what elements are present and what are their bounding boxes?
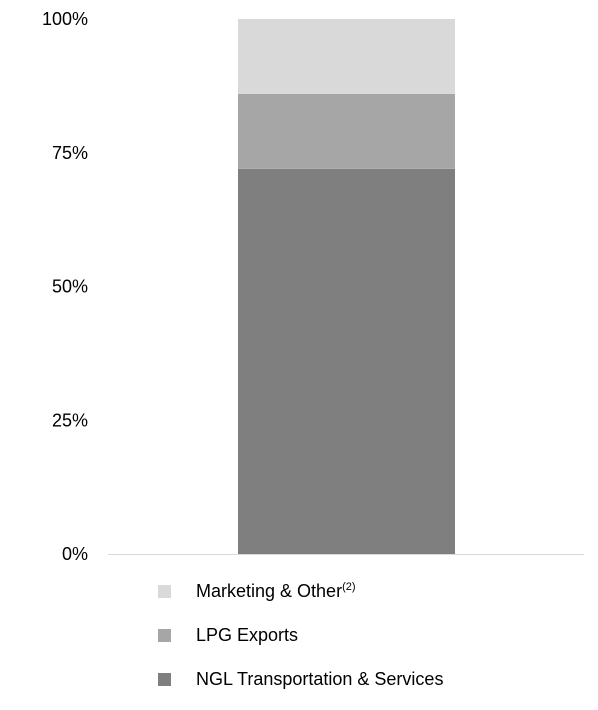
y-tick-label: 100%	[42, 9, 88, 29]
bar-segment-marketing-other	[238, 19, 455, 94]
legend-swatch	[158, 628, 171, 642]
legend-label-text: NGL Transportation & Services	[196, 668, 444, 689]
legend-label-text: LPG Exports	[196, 624, 299, 645]
y-axis-tick-labels: 0% 25% 50% 75% 100%	[42, 9, 88, 564]
y-tick-label: 50%	[52, 277, 88, 297]
legend-label: LPG Exports	[196, 625, 298, 646]
legend-swatch	[158, 672, 171, 686]
legend-label: NGL Transportation & Services	[196, 669, 443, 690]
legend-item: LPG Exports	[158, 622, 443, 648]
legend: Marketing & Other(2) LPG Exports NGL Trans…	[158, 578, 443, 710]
legend-swatch	[158, 584, 171, 598]
legend-item: Marketing & Other(2)	[158, 578, 443, 604]
legend-item: NGL Transportation & Services	[158, 666, 443, 692]
legend-label: Marketing & Other(2)	[196, 581, 356, 602]
y-tick-label: 75%	[52, 143, 88, 163]
legend-footnote-marker: (2)	[342, 580, 356, 593]
y-tick-label: 0%	[62, 544, 88, 564]
bar-segment-lpg-exports	[238, 93, 455, 169]
legend-label-text: Marketing & Other	[196, 580, 343, 601]
stacked-bar-chart: 0% 25% 50% 75% 100%	[42, 9, 584, 564]
bar-segment-ngl-transportation-services	[238, 168, 455, 555]
y-tick-label: 25%	[52, 410, 88, 430]
bar-segments	[238, 19, 455, 555]
